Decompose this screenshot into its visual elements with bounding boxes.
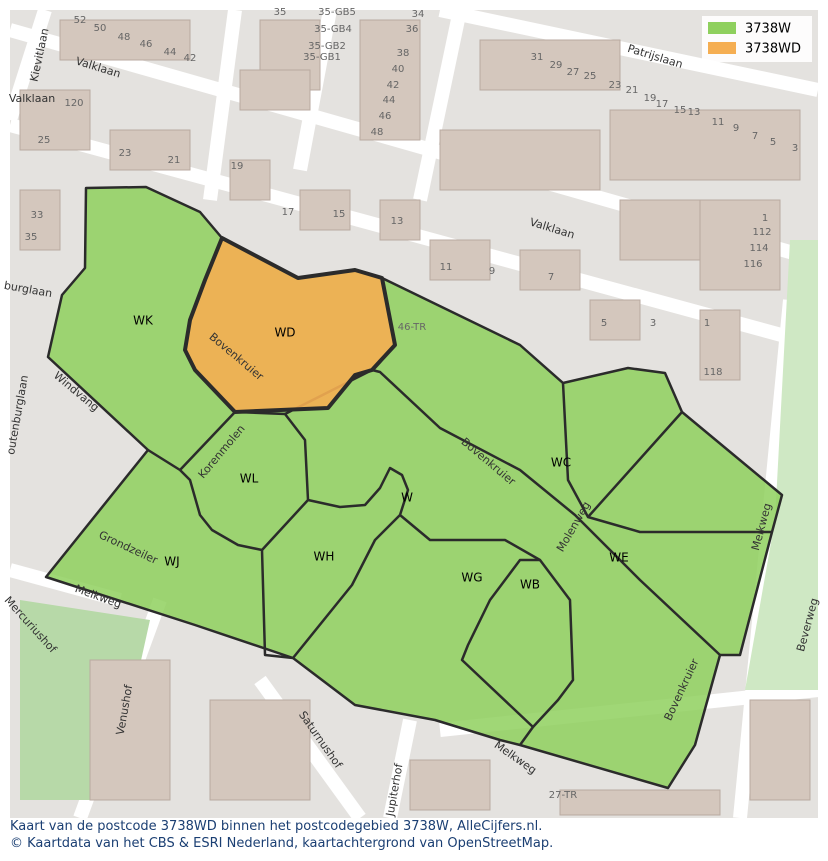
- house-number: 27: [567, 67, 580, 78]
- house-number: 48: [118, 32, 131, 43]
- house-number: 35-GB2: [308, 41, 346, 52]
- region-label: WL: [240, 472, 259, 486]
- house-number: 23: [609, 80, 622, 91]
- house-number: 21: [626, 85, 639, 96]
- house-number: 1: [762, 213, 768, 224]
- house-number: 29: [550, 60, 563, 71]
- region-label: WD: [274, 326, 295, 340]
- house-number: 5: [770, 137, 776, 148]
- house-number: 42: [184, 53, 197, 64]
- legend-swatch: [708, 42, 736, 54]
- house-number: 114: [749, 243, 768, 254]
- legend-label: 3738WD: [745, 42, 801, 57]
- legend-swatch: [708, 22, 736, 34]
- region-label: WG: [461, 571, 482, 585]
- legend: 3738W 3738WD: [702, 16, 812, 62]
- house-number: 31: [531, 52, 544, 63]
- house-number: 17: [282, 207, 295, 218]
- house-number: 35-GB5: [318, 7, 356, 18]
- house-number: 112: [752, 227, 771, 238]
- house-number: 36: [406, 24, 419, 35]
- region-label: WK: [133, 314, 154, 328]
- house-number: 19: [644, 93, 657, 104]
- house-number: 33: [31, 210, 44, 221]
- house-number: 11: [440, 262, 453, 273]
- house-number: 7: [752, 131, 758, 142]
- house-number: 35-GB4: [314, 24, 352, 35]
- house-number: 42: [387, 80, 400, 91]
- region-label: WB: [520, 578, 540, 592]
- house-number: 35: [25, 232, 38, 243]
- house-number: 19: [231, 161, 244, 172]
- house-number: 120: [64, 98, 83, 109]
- house-number: 1: [704, 318, 710, 329]
- house-number: 50: [94, 23, 107, 34]
- house-number: 48: [371, 127, 384, 138]
- selected-region: [183, 236, 397, 414]
- region-label: WE: [609, 551, 628, 565]
- region-label: WC: [551, 456, 571, 470]
- house-number: 46: [379, 111, 392, 122]
- house-number: 25: [584, 71, 597, 82]
- caption: © Kaartdata van het CBS & ESRI Nederland…: [10, 836, 554, 851]
- regions: [44, 185, 784, 790]
- house-number: 40: [392, 64, 405, 75]
- house-number: 13: [391, 216, 404, 227]
- house-number: 52: [74, 15, 87, 26]
- house-number: 11: [712, 117, 725, 128]
- house-number: 118: [703, 367, 722, 378]
- legend-label: 3738W: [745, 22, 791, 37]
- region-label: WJ: [164, 555, 179, 569]
- house-number: 5: [601, 318, 607, 329]
- house-number: 15: [333, 209, 346, 220]
- house-number: 7: [548, 272, 554, 283]
- buildings: [19, 19, 811, 816]
- caption: Kaart van de postcode 3738WD binnen het …: [10, 819, 543, 834]
- house-number: 9: [489, 266, 495, 277]
- region-label: W: [401, 491, 413, 505]
- house-number: 23: [119, 148, 132, 159]
- house-number: 44: [164, 47, 177, 58]
- house-number: 25: [38, 135, 51, 146]
- house-number: 116: [743, 259, 762, 270]
- house-number: 21: [168, 155, 181, 166]
- house-number: 3: [650, 318, 656, 329]
- region-label: WH: [314, 550, 335, 564]
- house-number: 46: [140, 39, 153, 50]
- house-number: 13: [688, 107, 701, 118]
- house-number: 38: [397, 48, 410, 59]
- house-number: 44: [383, 95, 396, 106]
- house-number: 17: [656, 99, 669, 110]
- house-number: 9: [733, 123, 739, 134]
- house-number: 34: [412, 9, 425, 20]
- house-number: 15: [674, 105, 687, 116]
- house-number: 35: [274, 7, 287, 18]
- house-number: 3: [792, 143, 798, 154]
- house-number: 35-GB1: [303, 52, 341, 63]
- street-label: Valklaan: [9, 92, 55, 105]
- house-number: 27-TR: [549, 790, 578, 801]
- house-number: 46-TR: [398, 322, 427, 333]
- park: [745, 240, 818, 690]
